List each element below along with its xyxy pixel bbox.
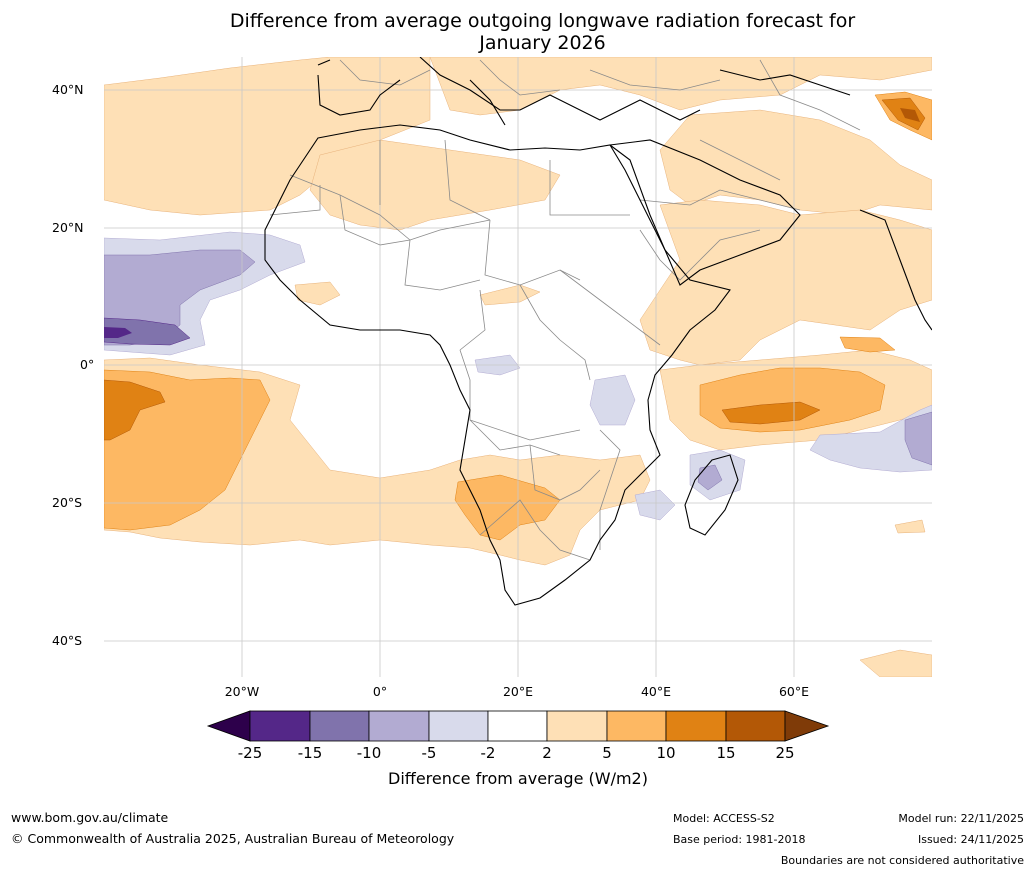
colorbar-bin-n5-n2 [428, 710, 489, 742]
footer-model-run: Model run: 22/11/2025 [898, 812, 1024, 825]
lat-label-0: 0° [80, 357, 95, 372]
lat-label-40s: 40°S [52, 633, 83, 648]
neg-east-indian-core [904, 411, 932, 466]
anomaly-minus-15-to-minus-10 [104, 317, 191, 346]
colorbar-extend-max [784, 710, 830, 742]
anomaly-arabia-indian-ocean [639, 199, 932, 366]
colorbar-bin-p15-p25 [725, 710, 786, 742]
colorbar-bin-n10-n5 [368, 710, 430, 742]
colorbar-label: Difference from average (W/m2) [388, 769, 648, 788]
colorbar-tick: -15 [297, 744, 323, 762]
footer-base-period: Base period: 1981-2018 [673, 833, 806, 846]
neg-madagascar-core [697, 464, 723, 491]
iberia-coastline [317, 74, 401, 116]
footer-disclaimer: Boundaries are not considered authoritat… [780, 854, 1024, 867]
lon-label-40e: 40°E [640, 684, 672, 699]
country-boundaries [269, 59, 861, 561]
africa-coastline [264, 124, 731, 606]
footer-copyright: © Commonwealth of Australia 2025, Austra… [11, 831, 455, 846]
lon-label-0: 0° [372, 684, 388, 699]
title-line-1: Difference from average outgoing longwav… [229, 10, 856, 32]
anomaly-arabia-coast [839, 336, 896, 353]
europe-coastline [317, 57, 851, 121]
anomaly-central-africa [479, 284, 541, 306]
footer-model: Model: ACCESS-S2 [673, 812, 775, 825]
lon-label-20e: 20°E [502, 684, 534, 699]
colorbar-tick: 2 [542, 744, 552, 762]
anomaly-peak-indian-ocean [721, 401, 821, 425]
lon-label-20w: 20°W [224, 684, 260, 699]
anomaly-max-tibet [900, 108, 920, 122]
colorbar-bin-p2-p5 [546, 710, 608, 742]
anomaly-small-patch [894, 519, 926, 534]
neg-gulf-guinea-core [104, 317, 191, 346]
anomaly-southeast-indian [859, 649, 932, 677]
neg-east-indian [809, 404, 932, 473]
coastlines [264, 57, 932, 606]
colorbar-tick: -25 [237, 744, 263, 762]
madagascar-coastline [684, 454, 739, 536]
anomaly-peak-brazil [104, 379, 166, 441]
anomaly-minus-25-to-minus-15 [104, 327, 132, 338]
neg-gulf-guinea-max [104, 327, 132, 338]
lat-label-20s: 20°S [52, 495, 83, 510]
india-coastline [859, 209, 932, 331]
colorbar-extend-min [206, 710, 251, 742]
colorbar-bin-n2-p2 [487, 710, 548, 742]
lat-label-20n: 20°N [52, 220, 84, 235]
title-line-2: January 2026 [479, 32, 606, 54]
colorbar-bin-n25-n15 [249, 710, 311, 742]
colorbar-tick: -2 [480, 744, 496, 762]
anomaly-brazil [104, 369, 271, 531]
lat-label-40n: 40°N [52, 82, 84, 97]
map-panel [104, 57, 932, 677]
footer-website[interactable]: www.bom.gov.au/climate [11, 810, 169, 825]
colorbar-tick: 10 [656, 744, 676, 762]
anomaly-middle-east [659, 109, 932, 216]
neg-tanzania [589, 374, 636, 426]
anomaly-15-to-25 [900, 108, 920, 122]
footer-issued: Issued: 24/11/2025 [917, 833, 1024, 846]
anomaly-europe [429, 57, 932, 116]
italy-coastline [469, 79, 506, 126]
colorbar [206, 710, 830, 742]
graticule [104, 57, 932, 677]
anomaly-sahara [309, 139, 561, 231]
colorbar-tick: 5 [602, 744, 612, 762]
colorbar-bin-n15-n10 [309, 710, 370, 742]
anomaly-southern-africa [454, 474, 561, 541]
colorbar-bin-p10-p15 [665, 710, 727, 742]
lon-label-60e: 60°E [778, 684, 810, 699]
colorbar-tick: 15 [716, 744, 736, 762]
arabia-coastline [609, 139, 801, 286]
colorbar-tick: 25 [775, 744, 795, 762]
colorbar-tick: -10 [356, 744, 382, 762]
map-title: Difference from average outgoing longwav… [0, 10, 1035, 54]
colorbar-bin-p5-p10 [606, 710, 667, 742]
colorbar-tick: -5 [421, 744, 437, 762]
